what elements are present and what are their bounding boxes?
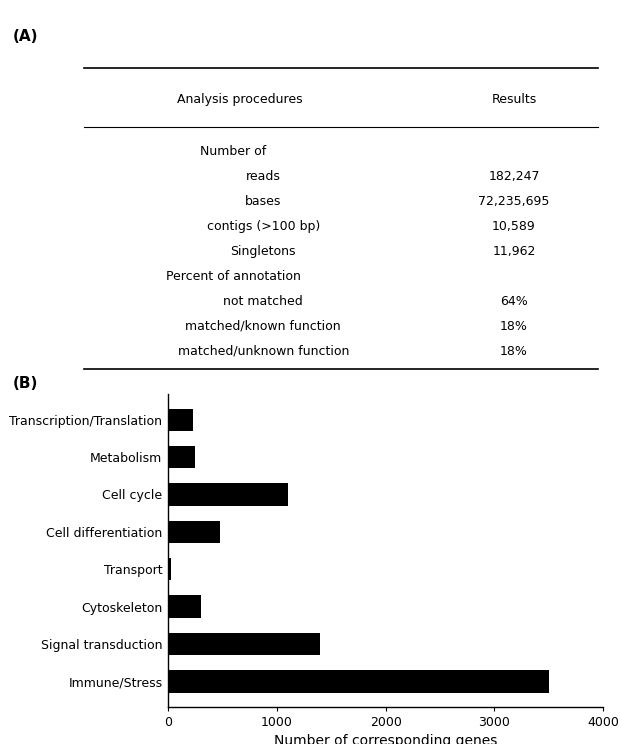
Text: matched/known function: matched/known function [185, 320, 341, 333]
Text: not matched: not matched [223, 295, 303, 308]
Bar [168, 670, 549, 693]
Bar [168, 484, 287, 506]
Text: reads: reads [246, 170, 281, 183]
Bar [168, 558, 171, 580]
Text: Number of: Number of [200, 145, 266, 158]
Text: 64%: 64% [500, 295, 528, 308]
Text: contigs (>100 bp): contigs (>100 bp) [207, 220, 320, 233]
Text: 10,589: 10,589 [492, 220, 536, 233]
Text: 18%: 18% [500, 344, 528, 358]
Text: (B): (B) [12, 376, 38, 391]
Text: 182,247: 182,247 [488, 170, 540, 183]
Bar [168, 633, 320, 655]
Text: (A): (A) [12, 29, 38, 45]
Bar [168, 446, 195, 468]
Text: Results: Results [491, 93, 537, 106]
Text: Analysis procedures: Analysis procedures [177, 93, 302, 106]
Text: Singletons: Singletons [231, 245, 296, 258]
Text: bases: bases [245, 195, 281, 208]
Bar [168, 408, 193, 431]
Bar [168, 595, 200, 618]
Text: 11,962: 11,962 [493, 245, 536, 258]
X-axis label: Number of corresponding genes: Number of corresponding genes [274, 734, 498, 744]
Text: Percent of annotation: Percent of annotation [166, 270, 301, 283]
Bar [168, 521, 220, 543]
Text: 18%: 18% [500, 320, 528, 333]
Text: 72,235,695: 72,235,695 [478, 195, 550, 208]
Text: matched/unknown function: matched/unknown function [177, 344, 349, 358]
